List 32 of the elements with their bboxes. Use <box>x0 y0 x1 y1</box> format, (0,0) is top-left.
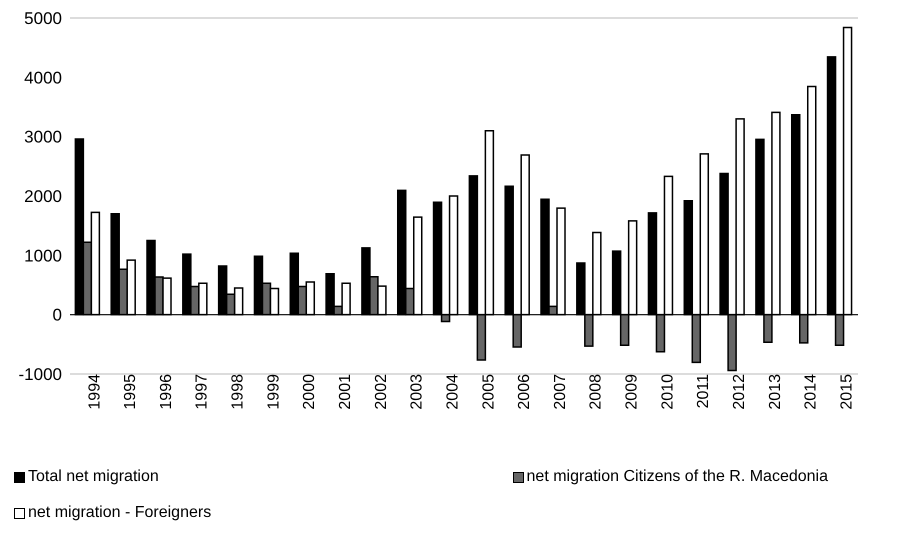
x-tick-label: 2012 <box>730 374 748 410</box>
y-tick-label: 3000 <box>24 128 62 147</box>
y-tick-label: -1000 <box>18 365 62 384</box>
x-tick-label: 2004 <box>444 374 462 410</box>
x-tick-label: 2008 <box>588 374 605 410</box>
y-tick-label: 4000 <box>24 68 62 88</box>
y-tick-label: 5000 <box>24 9 62 28</box>
x-tick-label: 2015 <box>838 374 856 410</box>
x-tick-label: 1996 <box>158 374 175 410</box>
x-tick-label: 2000 <box>301 374 318 410</box>
x-tick-label: 2005 <box>480 374 498 410</box>
legend-label: net migration - Foreigners <box>28 504 212 522</box>
x-tick-label: 2010 <box>659 374 676 410</box>
y-tick-label: 0 <box>52 306 62 325</box>
x-tick-label: 2013 <box>766 374 784 410</box>
x-tick-label: 1997 <box>194 374 211 410</box>
x-tick-label: 2014 <box>802 374 820 410</box>
x-tick-label: 1998 <box>230 374 247 410</box>
y-tick-label: 1000 <box>24 246 62 266</box>
x-tick-label: 2006 <box>516 374 534 410</box>
legend-label: Total net migration <box>28 468 159 486</box>
x-tick-label: 2007 <box>552 374 569 410</box>
x-tick-label: 2011 <box>695 374 712 408</box>
x-tick-label: 2002 <box>372 374 390 410</box>
x-tick-label: 2009 <box>624 374 641 410</box>
x-tick-label: 1999 <box>265 374 282 410</box>
x-tick-label: 2001 <box>336 374 354 410</box>
x-tick-label: 2003 <box>408 374 426 410</box>
x-tick-label: 1994 <box>86 374 104 410</box>
legend-label: net migration Citizens of the R. Macedonia <box>526 468 828 486</box>
y-tick-label: 2000 <box>24 187 62 206</box>
x-tick-label: 1995 <box>122 374 140 410</box>
